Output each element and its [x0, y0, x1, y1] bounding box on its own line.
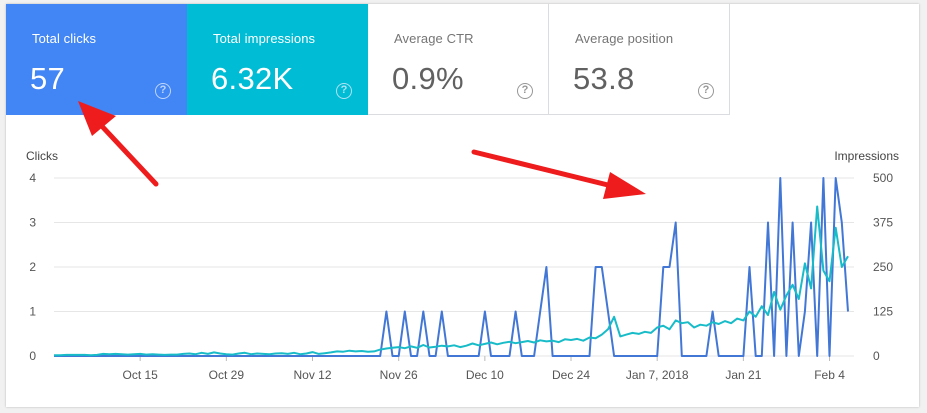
tile-label: Total impressions	[213, 31, 316, 46]
help-icon[interactable]: ?	[698, 83, 714, 99]
annotation-arrow-shaft	[95, 119, 159, 187]
impressions-series-line	[54, 205, 849, 357]
x-tick-label: Nov 12	[293, 368, 331, 382]
right-axis-title: Impressions	[834, 149, 899, 163]
help-icon[interactable]: ?	[155, 83, 171, 99]
x-tick-label: Feb 4	[814, 368, 845, 382]
y-right-tick-label: 125	[873, 305, 893, 319]
performance-chart: 0 1 2 3 4 0 125 250 375 500 Oct 15 Oct 29 Nov 12 Nov …	[29, 101, 893, 382]
x-tick-label: Oct 29	[209, 368, 245, 382]
y-left-tick-label: 1	[29, 305, 36, 319]
y-left-tick-label: 4	[29, 171, 36, 185]
tile-label: Total clicks	[32, 31, 97, 46]
y-left-tick-label: 3	[29, 216, 36, 230]
x-tick-label: Oct 15	[122, 368, 158, 382]
tile-label: Average position	[575, 31, 674, 46]
tile-value: 0.9%	[392, 61, 464, 96]
performance-card: Total clicks 57 ? Total impressions 6.32…	[6, 4, 919, 407]
metric-tiles: Total clicks 57 ? Total impressions 6.32…	[6, 4, 730, 115]
x-tick-label: Dec 24	[552, 368, 590, 382]
tile-value: 53.8	[573, 61, 635, 96]
total-impressions-tile[interactable]: Total impressions 6.32K ?	[187, 4, 368, 115]
y-right-tick-label: 0	[873, 349, 880, 363]
y-right-tick-label: 250	[873, 260, 893, 274]
clicks-series-line	[54, 177, 849, 357]
help-icon[interactable]: ?	[517, 83, 533, 99]
x-tick-label: Jan 7, 2018	[626, 368, 689, 382]
y-right-tick-label: 500	[873, 171, 893, 185]
annotation-arrow-head	[78, 101, 116, 136]
left-axis-title: Clicks	[26, 149, 58, 163]
y-left-tick-label: 2	[29, 260, 36, 274]
tile-label: Average CTR	[394, 31, 474, 46]
annotation-arrow-shaft	[471, 149, 619, 190]
annotation-arrow-head	[603, 172, 646, 199]
y-left-tick-label: 0	[29, 349, 36, 363]
y-right-tick-label: 375	[873, 216, 893, 230]
x-tick-label: Jan 21	[725, 368, 761, 382]
total-clicks-tile[interactable]: Total clicks 57 ?	[6, 4, 187, 115]
average-position-tile[interactable]: Average position 53.8 ?	[549, 4, 730, 115]
tile-value: 6.32K	[211, 61, 294, 96]
help-icon[interactable]: ?	[336, 83, 352, 99]
x-tick-label: Nov 26	[380, 368, 418, 382]
tile-value: 57	[30, 61, 66, 96]
x-tick-label: Dec 10	[466, 368, 504, 382]
average-ctr-tile[interactable]: Average CTR 0.9% ?	[368, 4, 549, 115]
